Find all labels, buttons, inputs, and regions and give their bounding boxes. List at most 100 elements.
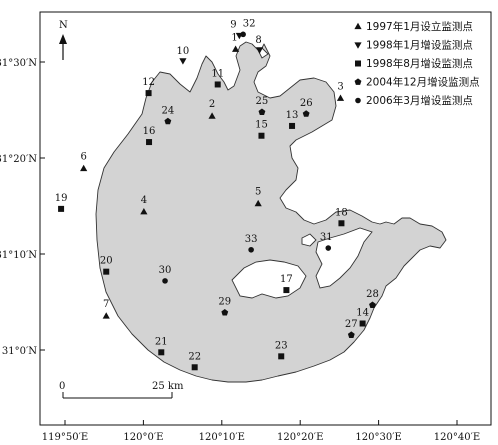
x-tick-label: 120°20′E — [277, 432, 323, 443]
station-marker — [221, 308, 229, 316]
station-label: 10 — [177, 46, 190, 57]
station-25: 25 — [256, 96, 268, 116]
island-east — [315, 227, 373, 289]
station-marker — [283, 287, 290, 294]
legend-label: 2004年12月增设监测点 — [366, 76, 480, 89]
station-marker — [258, 132, 265, 139]
station-label: 11 — [211, 69, 224, 80]
station-7: 7 — [102, 299, 110, 319]
station-label: 1 — [231, 32, 237, 43]
north-arrow: N — [59, 20, 68, 60]
station-13: 13 — [286, 110, 299, 129]
station-label: 27 — [345, 319, 358, 330]
station-label: 30 — [159, 265, 172, 276]
station-marker — [258, 108, 266, 116]
station-10: 10 — [177, 46, 190, 65]
station-15: 15 — [255, 120, 268, 139]
station-label: 4 — [141, 195, 147, 206]
station-label: 14 — [356, 308, 369, 319]
legend: 1997年1月设立监测点 1998年1月增设监测点 1998年8月增设监测点 2004… — [354, 20, 480, 107]
station-label: 9 — [230, 20, 236, 31]
island-small — [301, 233, 317, 247]
legend-symbol-triangle-up — [354, 22, 362, 30]
station-marker — [289, 122, 296, 129]
station-label: 2 — [209, 99, 215, 110]
x-tick-label: 120°0′E — [123, 432, 163, 443]
station-label: 22 — [188, 351, 201, 362]
station-20: 20 — [100, 256, 113, 275]
x-tick-label: 120°30′E — [355, 432, 401, 443]
station-marker — [325, 245, 332, 251]
station-marker — [164, 117, 172, 125]
axis-ticks: 119°50′E 120°0′E 120°10′E 120°20′E 120°30′E 1… — [0, 58, 480, 443]
legend-label: 1997年1月设立监测点 — [366, 20, 473, 33]
x-tick-label: 119°50′E — [42, 432, 88, 443]
station-label: 12 — [142, 77, 155, 88]
station-12: 12 — [142, 77, 155, 97]
station-marker — [336, 94, 345, 101]
station-18: 18 — [335, 207, 348, 227]
station-marker — [254, 199, 262, 207]
station-label: 17 — [280, 274, 293, 285]
station-label: 16 — [143, 126, 156, 137]
station-11: 11 — [211, 69, 224, 88]
station-32: 32 — [240, 18, 256, 38]
station-label: 31 — [320, 232, 333, 243]
legend-symbol-square — [355, 60, 361, 67]
station-label: 20 — [100, 256, 113, 267]
station-label: 29 — [218, 297, 231, 308]
station-label: 32 — [243, 18, 256, 29]
station-19: 19 — [55, 193, 68, 212]
station-31: 31 — [320, 232, 333, 251]
stations: 1234567891011121314151617181920212223242… — [55, 18, 379, 371]
station-27: 27 — [345, 319, 358, 338]
scale-end-label: 25 km — [152, 381, 184, 392]
station-label: 33 — [245, 234, 258, 245]
station-label: 8 — [255, 35, 261, 46]
station-label: 6 — [81, 152, 87, 163]
station-26: 26 — [300, 98, 313, 117]
station-label: 13 — [286, 110, 299, 121]
station-marker — [240, 31, 246, 38]
station-marker — [146, 139, 153, 146]
station-28: 28 — [366, 289, 379, 308]
station-marker — [208, 112, 216, 119]
station-marker — [140, 207, 148, 215]
legend-symbol-triangle-down — [354, 42, 362, 49]
station-23: 23 — [275, 340, 288, 360]
station-marker — [103, 268, 110, 275]
station-14: 14 — [356, 308, 369, 327]
station-marker — [278, 353, 285, 360]
y-tick-label: 31°0′N — [2, 346, 37, 357]
station-marker — [158, 349, 165, 356]
y-tick-label: 31°30′N — [0, 58, 37, 69]
legend-item: 2006年3月增设监测点 — [355, 94, 473, 107]
station-marker — [145, 90, 152, 97]
x-tick-label: 120°40′E — [434, 432, 480, 443]
station-17: 17 — [280, 274, 293, 294]
y-tick-label: 31°20′N — [0, 154, 37, 165]
station-label: 19 — [55, 193, 68, 204]
station-2: 2 — [208, 99, 216, 119]
legend-symbol-pentagon — [354, 78, 362, 85]
station-marker — [369, 301, 376, 308]
station-5: 5 — [254, 187, 262, 207]
station-1: 1 — [231, 32, 240, 52]
legend-label: 2006年3月增设监测点 — [366, 94, 473, 107]
map-frame — [39, 11, 492, 426]
scale-bar: 0 25 km — [59, 381, 184, 399]
station-marker — [162, 278, 168, 284]
x-tick-label: 120°10′E — [199, 432, 245, 443]
station-24: 24 — [162, 105, 174, 125]
station-label: 21 — [155, 336, 168, 347]
station-22: 22 — [188, 351, 201, 371]
station-label: 26 — [300, 98, 313, 109]
station-16: 16 — [143, 126, 156, 146]
station-marker — [214, 81, 221, 88]
station-label: 3 — [337, 81, 343, 92]
legend-item: 1997年1月设立监测点 — [354, 20, 473, 33]
station-29: 29 — [218, 297, 231, 316]
station-label: 15 — [255, 120, 268, 131]
station-marker — [347, 331, 355, 338]
scale-start-label: 0 — [59, 381, 65, 392]
